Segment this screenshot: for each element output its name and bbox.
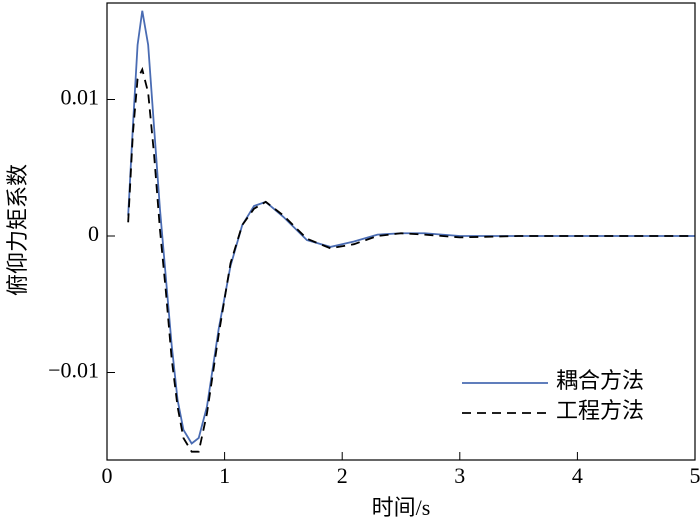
x-tick-label: 0	[102, 463, 113, 488]
legend-label: 耦合方法	[556, 368, 644, 393]
y-axis-label: 俯仰力矩系数	[5, 164, 30, 296]
plot-frame	[106, 2, 696, 461]
y-tick-label: 0	[88, 221, 99, 246]
x-tick-label: 4	[572, 463, 583, 488]
x-tick-label: 5	[690, 463, 700, 488]
legend-label: 工程方法	[556, 398, 644, 423]
x-tick-label: 3	[454, 463, 465, 488]
x-axis-label: 时间/s	[372, 495, 431, 520]
x-tick-label: 1	[219, 463, 230, 488]
y-tick-label: −0.01	[48, 358, 99, 383]
series-line	[127, 66, 695, 453]
x-tick-label: 2	[337, 463, 348, 488]
y-tick-label: 0.01	[61, 85, 100, 110]
